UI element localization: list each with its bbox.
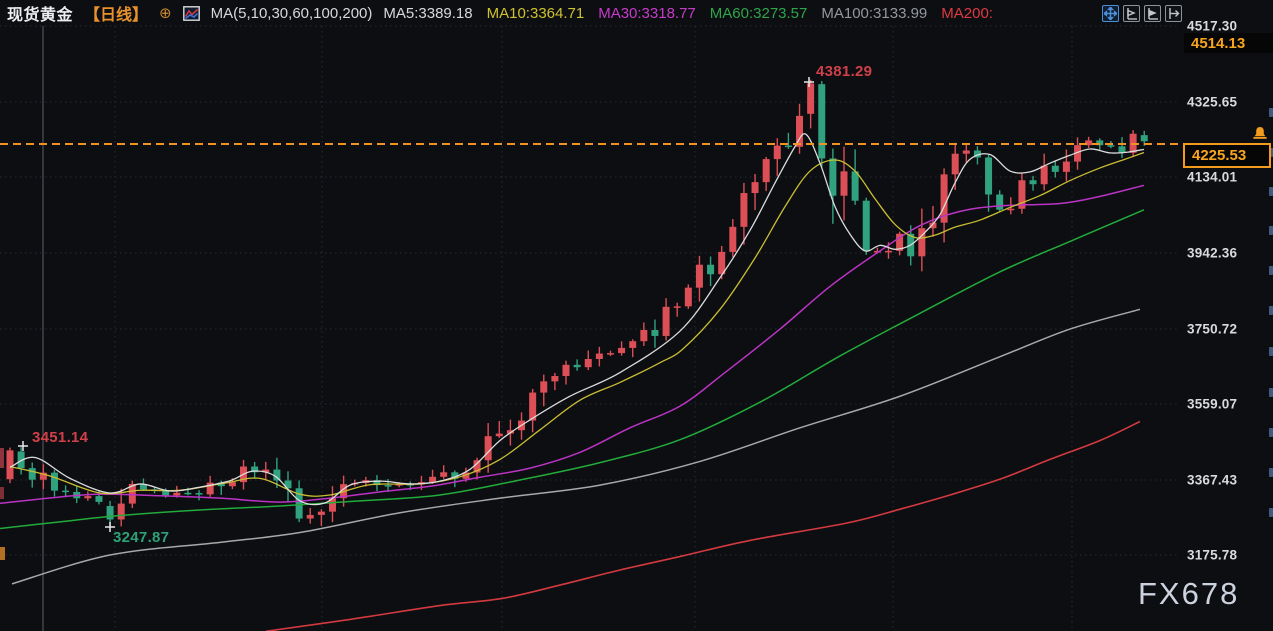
ma-value: MA10:3364.71	[486, 4, 585, 22]
chart-logo-icon[interactable]	[182, 5, 200, 21]
clipped-sidebar-glyph	[1269, 347, 1273, 356]
y-axis-tick: 4517.30	[1187, 18, 1238, 34]
ma-line-ma30	[0, 184, 1145, 505]
add-indicator-icon[interactable]: ⊕	[159, 4, 172, 22]
ma-line-ma10	[9, 151, 1145, 497]
ma-value: MA100:3133.99	[821, 4, 928, 22]
chart-header: 现货黄金 【日线】 ⊕ MA(5,10,30,60,100,200) MA5:3…	[0, 0, 1273, 26]
price-extreme-label: 3451.14	[32, 429, 89, 446]
ma-line-ma200	[265, 420, 1141, 631]
ma-line-ma60	[0, 209, 1145, 530]
ma-value: MA60:3273.57	[709, 4, 808, 22]
price-scale-left-icon[interactable]	[1123, 4, 1140, 22]
clipped-sidebar-glyph	[1269, 306, 1273, 315]
y-axis-tick: 4134.01	[1187, 169, 1238, 185]
clipped-sidebar-glyph	[1269, 388, 1273, 397]
ma-settings-label[interactable]: MA(5,10,30,60,100,200)	[210, 4, 373, 22]
timeframe-selector[interactable]: 【日线】	[84, 7, 149, 24]
y-axis-tick: 3175.78	[1187, 547, 1238, 563]
detach-chart-icon[interactable]	[1165, 4, 1182, 22]
chart-toolbar	[1102, 4, 1182, 22]
gridlines	[0, 25, 1180, 631]
ma-value: MA200:	[941, 4, 993, 22]
current-price-label: 4225.53	[1183, 143, 1271, 168]
ma-values-readout: MA5:3389.18 MA10:3364.71 MA30:3318.77 MA60:…	[383, 5, 993, 22]
clipped-sidebar-glyph	[1269, 508, 1273, 517]
clipped-sidebar-glyph	[1269, 187, 1273, 196]
pan-crosshair-icon[interactable]	[1102, 4, 1119, 22]
y-axis-tick: 4325.65	[1187, 94, 1238, 110]
clipped-sidebar-glyph	[1269, 266, 1273, 275]
symbol-name: 现货黄金	[7, 7, 74, 24]
ma-value: MA5:3389.18	[383, 4, 473, 22]
clipped-sidebar-glyph	[1269, 468, 1273, 477]
clipped-edge-fragment	[0, 547, 5, 560]
clipped-sidebar-glyph	[1269, 428, 1273, 437]
upper-price-label: 4514.13	[1184, 33, 1273, 53]
y-axis-tick: 3559.07	[1187, 396, 1238, 412]
ma-value: MA30:3318.77	[598, 4, 696, 22]
clipped-sidebar-glyph	[1269, 108, 1273, 117]
y-axis-tick: 3942.36	[1187, 245, 1238, 261]
clipped-edge-fragment	[0, 448, 4, 468]
price-extreme-label: 4381.29	[816, 63, 873, 80]
clipped-sidebar-glyph	[1269, 148, 1273, 157]
watermark: FX678	[1138, 576, 1240, 611]
ma-line-ma5	[9, 133, 1145, 506]
clipped-sidebar-glyph	[1269, 226, 1273, 235]
extreme-markers	[18, 77, 814, 532]
price-scale-right-icon[interactable]	[1144, 4, 1161, 22]
candlestick-series	[6, 79, 1148, 528]
price-alert-bell-icon[interactable]	[1252, 126, 1268, 146]
price-extreme-label: 3247.87	[113, 529, 170, 546]
y-axis-tick: 3750.72	[1187, 321, 1238, 337]
y-axis-tick: 3367.43	[1187, 472, 1238, 488]
ma-line-ma100	[11, 308, 1141, 585]
clipped-edge-fragment	[0, 487, 4, 499]
